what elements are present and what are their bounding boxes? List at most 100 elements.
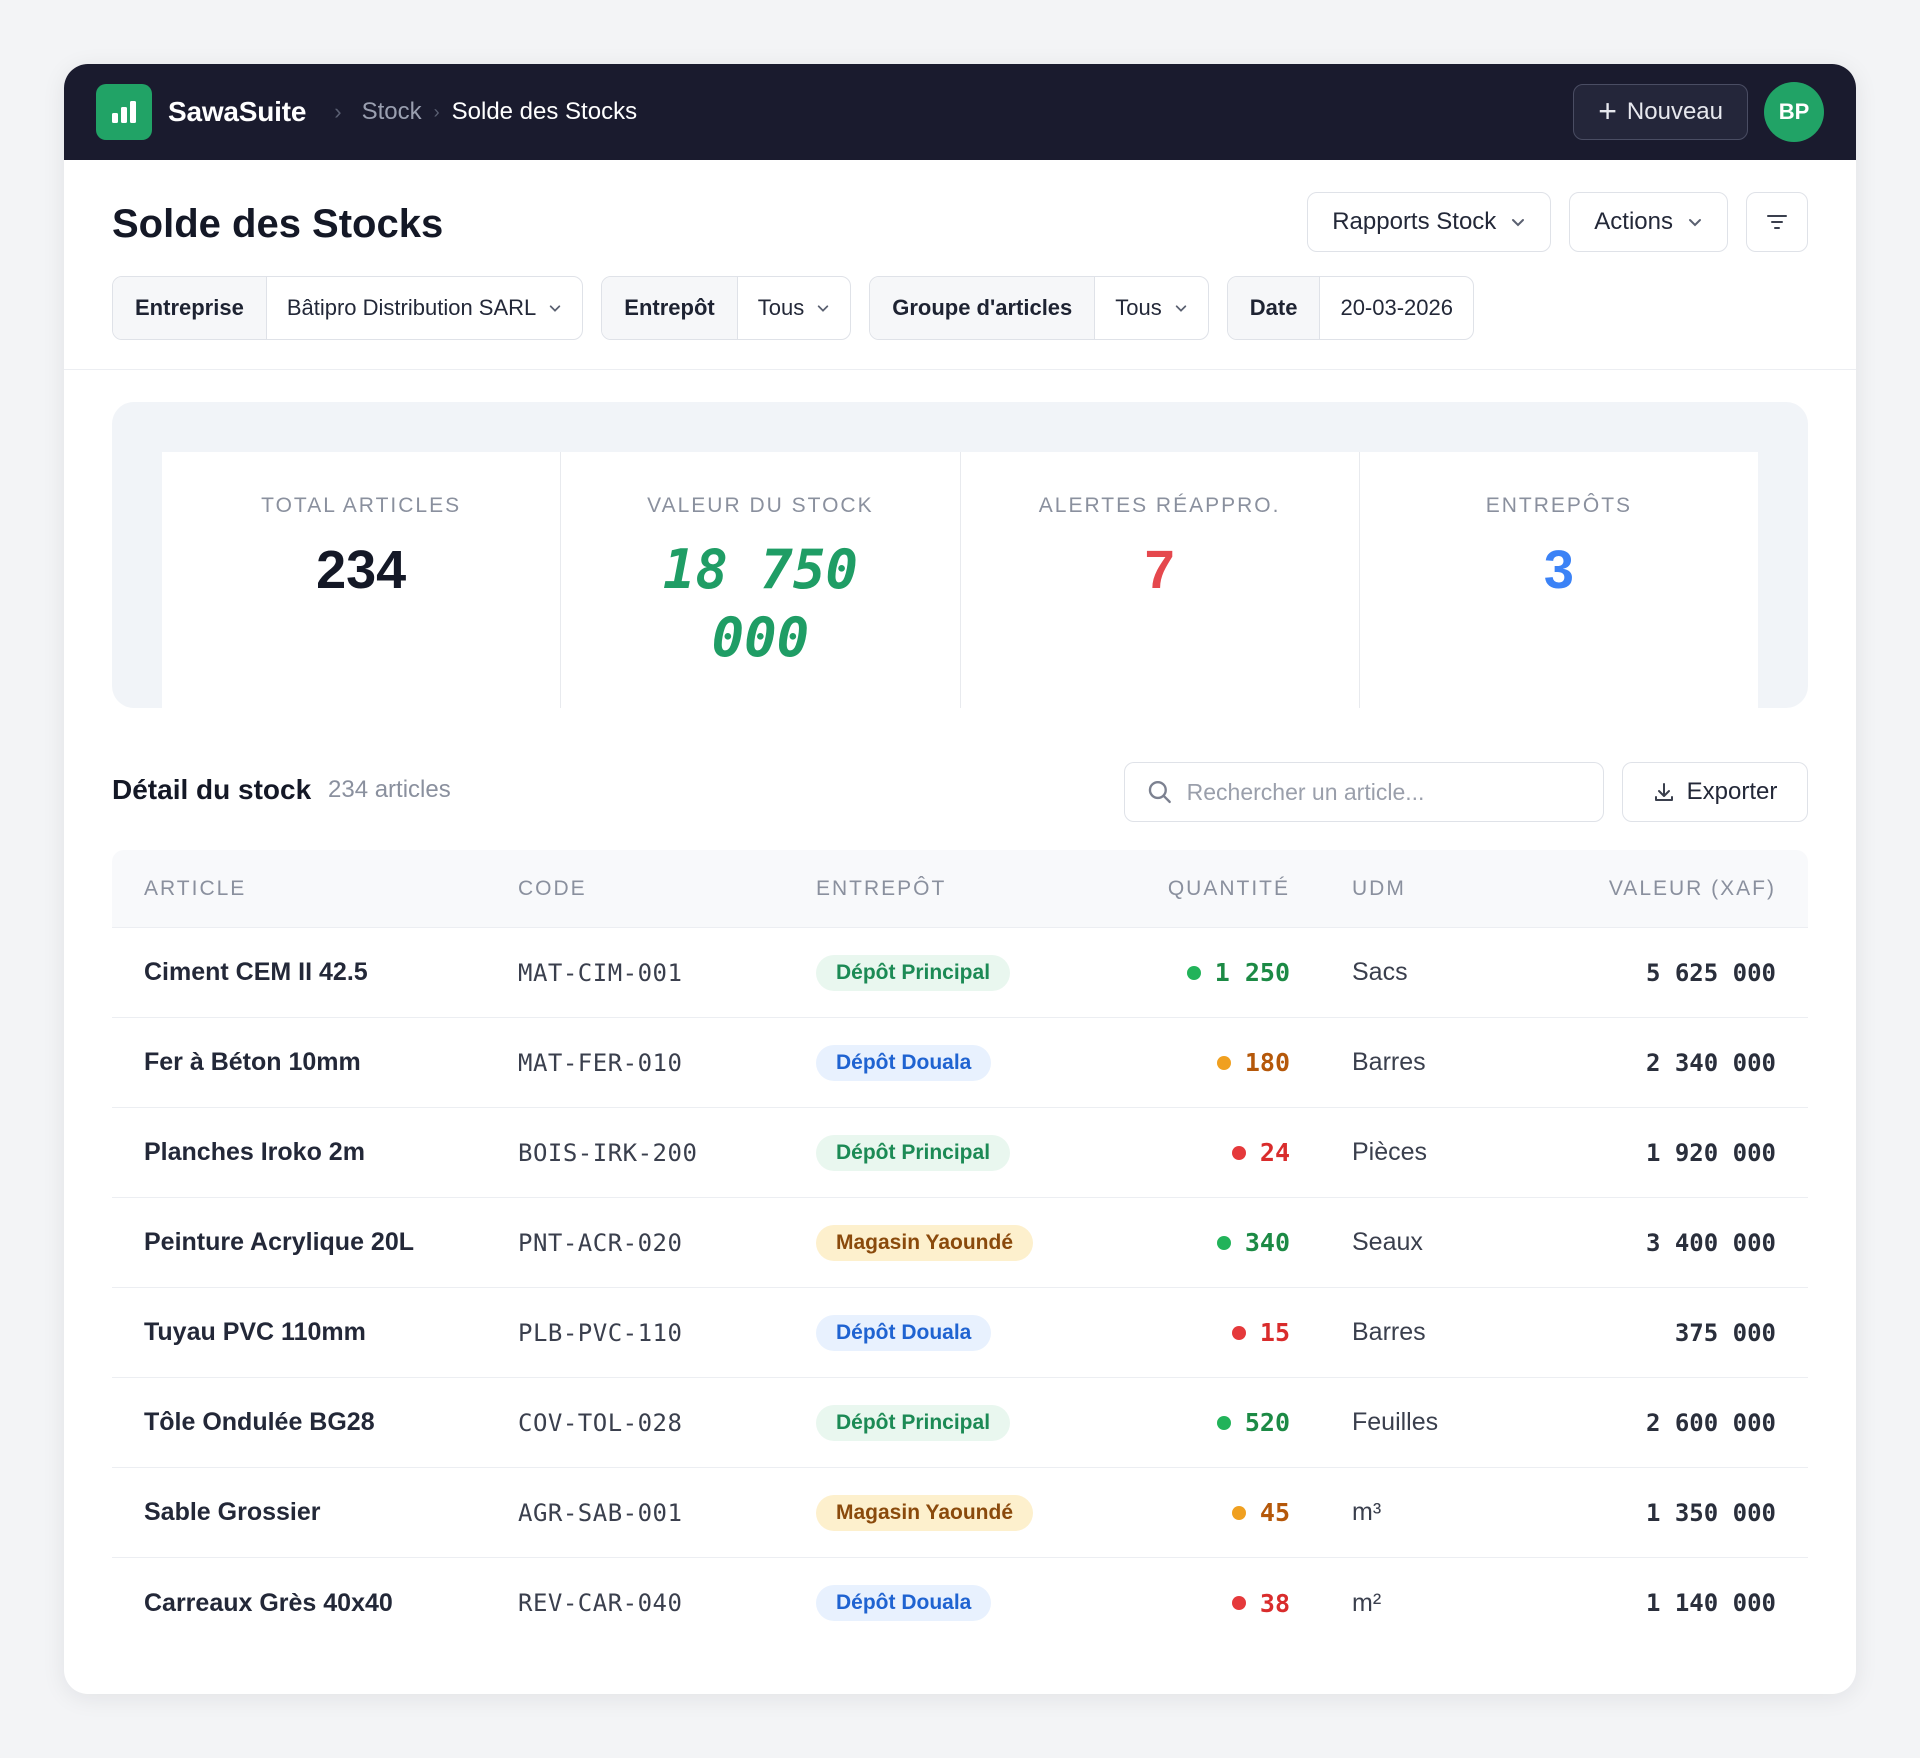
cell-article[interactable]: Tuyau PVC 110mm bbox=[144, 1318, 366, 1346]
cell-quantity: 45 bbox=[1128, 1498, 1290, 1527]
table-row[interactable]: Carreaux Grès 40x40 REV-CAR-040 Dépôt Do… bbox=[112, 1558, 1808, 1648]
cell-code: COV-TOL-028 bbox=[518, 1408, 683, 1437]
warehouse-badge: Magasin Yaoundé bbox=[816, 1224, 1033, 1261]
cell-code: REV-CAR-040 bbox=[518, 1589, 683, 1617]
breadcrumb-separator: › bbox=[334, 99, 342, 124]
app-logo[interactable] bbox=[96, 84, 152, 140]
cell-article[interactable]: Sable Grossier bbox=[144, 1498, 321, 1526]
breadcrumb-stock[interactable]: Stock bbox=[361, 98, 422, 125]
detail-header: Détail du stock 234 articles Exporter bbox=[112, 762, 1808, 822]
search-icon bbox=[1148, 780, 1171, 804]
cell-warehouse: Magasin Yaoundé bbox=[816, 1494, 1128, 1531]
filter-bar: Entreprise Bâtipro Distribution SARL Ent… bbox=[112, 276, 1474, 340]
table-row[interactable]: Tôle Ondulée BG28 COV-TOL-028 Dépôt Prin… bbox=[112, 1378, 1808, 1468]
cell-value: 2 340 000 bbox=[1645, 1048, 1776, 1077]
cell-udm: m³ bbox=[1352, 1498, 1382, 1526]
filter-entrepot-select[interactable]: Tous bbox=[738, 277, 850, 339]
filter-value: Bâtipro Distribution SARL bbox=[286, 295, 537, 320]
filter-groupe-articles[interactable]: Groupe d'articles Tous bbox=[869, 276, 1209, 340]
filter-value: Tous bbox=[757, 295, 805, 320]
reports-stock-button[interactable]: Rapports Stock bbox=[1307, 192, 1552, 252]
warehouse-badge: Dépôt Douala bbox=[816, 1044, 992, 1081]
cell-value: 5 625 000 bbox=[1645, 958, 1776, 987]
section-title: Détail du stock bbox=[112, 774, 312, 805]
stat-value: 7 bbox=[1144, 540, 1175, 600]
cell-value: 3 400 000 bbox=[1645, 1228, 1776, 1257]
bar-chart-icon bbox=[112, 101, 136, 123]
cell-quantity: 180 bbox=[1128, 1048, 1290, 1077]
filter-button[interactable] bbox=[1746, 192, 1808, 252]
table-row[interactable]: Planches Iroko 2m BOIS-IRK-200 Dépôt Pri… bbox=[112, 1108, 1808, 1198]
filter-label: Groupe d'articles bbox=[870, 277, 1096, 339]
column-header-value[interactable]: VALEUR (XAF) bbox=[1608, 876, 1776, 900]
page-header: Solde des Stocks Rapports Stock Actions … bbox=[64, 160, 1856, 370]
app-window: SawaSuite › Stock › Solde des Stocks + N… bbox=[64, 64, 1856, 1694]
article-count: 234 articles bbox=[328, 776, 451, 803]
cell-value: 1 140 000 bbox=[1645, 1589, 1776, 1617]
cell-warehouse: Dépôt Principal bbox=[816, 1134, 1128, 1171]
table-row[interactable]: Tuyau PVC 110mm PLB-PVC-110 Dépôt Douala… bbox=[112, 1288, 1808, 1378]
filter-entreprise-select[interactable]: Bâtipro Distribution SARL bbox=[267, 277, 582, 339]
new-button[interactable]: + Nouveau bbox=[1573, 84, 1748, 140]
filter-groupe-select[interactable]: Tous bbox=[1095, 277, 1207, 339]
warehouse-badge: Dépôt Douala bbox=[816, 1585, 992, 1621]
filter-entrepot[interactable]: Entrepôt Tous bbox=[601, 276, 852, 340]
cell-article[interactable]: Peinture Acrylique 20L bbox=[144, 1228, 414, 1256]
warehouse-badge: Dépôt Douala bbox=[816, 1314, 992, 1351]
filter-value: Tous bbox=[1115, 295, 1162, 320]
table-row[interactable]: Ciment CEM II 42.5 MAT-CIM-001 Dépôt Pri… bbox=[112, 928, 1808, 1018]
table-row[interactable]: Fer à Béton 10mm MAT-FER-010 Dépôt Doual… bbox=[112, 1018, 1808, 1108]
chevron-down-icon bbox=[1175, 305, 1187, 312]
cell-code: MAT-FER-010 bbox=[518, 1048, 683, 1077]
quantity-value: 45 bbox=[1259, 1498, 1290, 1527]
column-header-warehouse[interactable]: ENTREPÔT bbox=[816, 876, 947, 900]
warehouse-badge: Dépôt Principal bbox=[816, 1134, 1011, 1171]
column-header-article[interactable]: ARTICLE bbox=[144, 876, 247, 900]
filter-entreprise[interactable]: Entreprise Bâtipro Distribution SARL bbox=[112, 276, 584, 340]
cell-warehouse: Dépôt Douala bbox=[816, 1585, 1128, 1621]
cell-code: BOIS-IRK-200 bbox=[518, 1138, 698, 1167]
cell-quantity: 15 bbox=[1128, 1318, 1290, 1347]
quantity-value: 15 bbox=[1259, 1318, 1290, 1347]
cell-article[interactable]: Planches Iroko 2m bbox=[144, 1138, 365, 1166]
quantity-value: 180 bbox=[1244, 1048, 1290, 1077]
cell-udm: Pièces bbox=[1352, 1138, 1428, 1166]
table-row[interactable]: Sable Grossier AGR-SAB-001 Magasin Yaoun… bbox=[112, 1468, 1808, 1558]
cell-article[interactable]: Tôle Ondulée BG28 bbox=[144, 1408, 375, 1436]
user-avatar[interactable]: BP bbox=[1764, 82, 1824, 142]
chevron-down-icon bbox=[1512, 219, 1525, 227]
stat-stock-value: VALEUR DU STOCK 18 750 000 bbox=[561, 452, 961, 708]
stat-value: 234 bbox=[316, 540, 407, 600]
filter-date-input[interactable]: 20-03-2026 bbox=[1320, 277, 1473, 339]
export-button[interactable]: Exporter bbox=[1622, 762, 1808, 822]
search-box[interactable] bbox=[1124, 762, 1604, 822]
cell-warehouse: Dépôt Principal bbox=[816, 1404, 1128, 1441]
cell-article[interactable]: Carreaux Grès 40x40 bbox=[144, 1588, 393, 1617]
column-header-code[interactable]: CODE bbox=[518, 876, 587, 900]
cell-warehouse: Dépôt Douala bbox=[816, 1314, 1128, 1351]
filter-date[interactable]: Date 20-03-2026 bbox=[1226, 276, 1474, 340]
chevron-down-icon bbox=[1689, 219, 1701, 227]
cell-article[interactable]: Ciment CEM II 42.5 bbox=[144, 958, 368, 986]
actions-button[interactable]: Actions bbox=[1569, 192, 1728, 252]
search-input[interactable] bbox=[1186, 778, 1581, 806]
cell-udm: Sacs bbox=[1352, 958, 1408, 986]
cell-value: 2 600 000 bbox=[1645, 1408, 1776, 1437]
stats-cards: TOTAL ARTICLES 234 VALEUR DU STOCK 18 75… bbox=[162, 452, 1758, 708]
column-header-udm[interactable]: UDM bbox=[1352, 876, 1406, 900]
stat-label: VALEUR DU STOCK bbox=[647, 494, 874, 517]
page-title: Solde des Stocks bbox=[112, 202, 444, 246]
stat-restock-alerts: ALERTES RÉAPPRO. 7 bbox=[961, 452, 1360, 708]
download-icon bbox=[1654, 783, 1673, 801]
cell-quantity: 1 250 bbox=[1128, 958, 1290, 987]
stock-status-dot bbox=[1216, 1055, 1231, 1070]
column-header-quantity[interactable]: QUANTITÉ bbox=[1167, 876, 1290, 900]
cell-article[interactable]: Fer à Béton 10mm bbox=[144, 1048, 361, 1076]
export-label: Exporter bbox=[1686, 778, 1778, 805]
cell-quantity: 520 bbox=[1128, 1408, 1290, 1437]
stock-status-dot bbox=[1231, 1145, 1246, 1160]
filter-icon bbox=[1767, 215, 1787, 229]
table-row[interactable]: Peinture Acrylique 20L PNT-ACR-020 Magas… bbox=[112, 1198, 1808, 1288]
filter-label: Date bbox=[1227, 277, 1321, 339]
brand-name[interactable]: SawaSuite bbox=[168, 96, 307, 127]
